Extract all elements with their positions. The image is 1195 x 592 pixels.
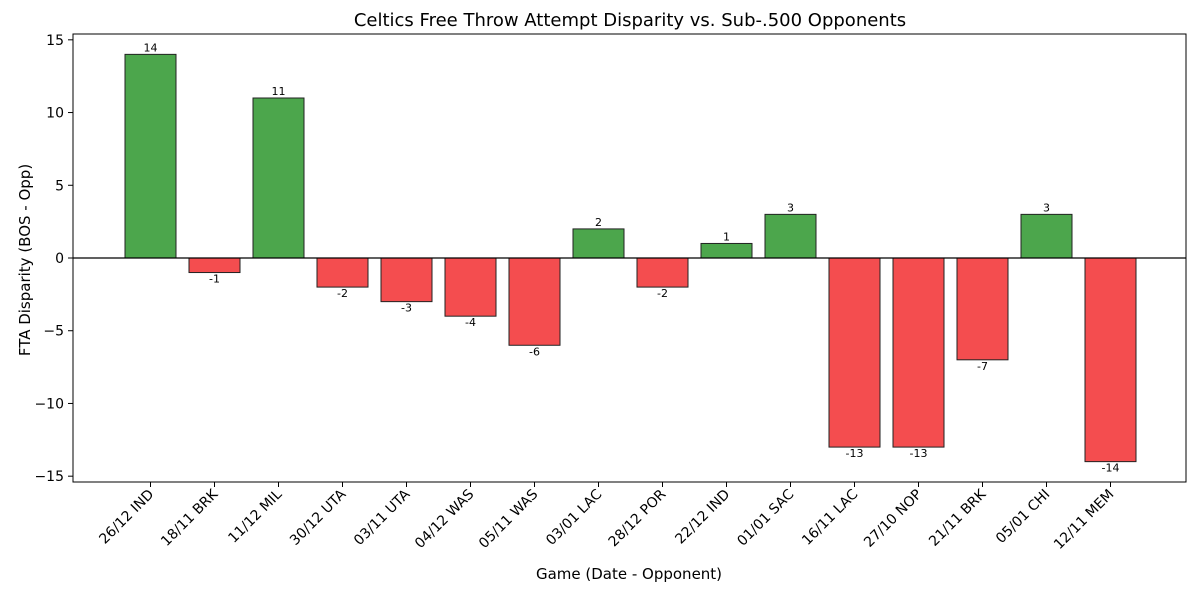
bar [892,257,945,448]
x-tick-label: 22/12 IND [672,487,733,548]
data-label: 14 [144,41,158,54]
y-tick-label: −5 [43,324,64,340]
bar [124,53,177,259]
data-label: -1 [209,273,220,286]
x-tick-label: 03/11 UTA [351,486,414,549]
x-tick-label: 26/12 IND [96,487,157,548]
data-label: -6 [529,345,540,358]
y-tick-label: 10 [46,106,64,122]
data-label: -2 [657,287,668,300]
data-label: 11 [272,85,286,98]
x-tick-label: 30/12 UTA [287,486,350,549]
bar [828,257,881,448]
data-label: -7 [977,360,988,373]
chart-title: Celtics Free Throw Attempt Disparity vs.… [354,10,906,31]
data-label: 1 [723,230,730,243]
bar [380,257,433,303]
bar [1020,213,1073,259]
x-axis-label: Game (Date - Opponent) [536,565,722,583]
bar [1084,257,1137,463]
data-label: -4 [465,316,476,329]
x-tick-label: 04/12 WAS [412,486,477,551]
data-label: -13 [846,447,864,460]
x-tick-label: 21/11 BRK [926,486,990,550]
y-axis-label: FTA Disparity (BOS - Opp) [16,164,34,356]
bar [700,242,753,259]
x-tick-label: 27/10 NOP [861,487,925,551]
y-tick-label: 15 [46,33,64,49]
y-tick-label: −15 [34,469,64,485]
bar [764,213,817,259]
x-tick-label: 03/01 LAC [543,486,605,548]
y-tick-label: −10 [34,396,64,412]
x-tick-label: 12/11 MEM [1051,487,1117,553]
bar [444,257,497,317]
bar [316,257,369,288]
bar [572,228,625,259]
data-label: 3 [787,201,794,214]
bar [188,257,241,274]
bar [252,97,305,259]
x-tick-label: 28/12 POR [606,486,670,550]
data-label: 3 [1043,201,1050,214]
y-tick-label: 5 [55,178,64,194]
y-tick-label: 0 [55,251,64,267]
x-tick-label: 01/01 SAC [734,486,797,549]
bar [956,257,1009,361]
data-label: -3 [401,302,412,315]
bar [636,257,689,288]
x-tick-label: 11/12 MIL [225,486,285,546]
x-tick-label: 05/01 CHI [993,487,1053,547]
data-label: -14 [1102,462,1120,475]
bar [508,257,561,346]
x-tick-label: 18/11 BRK [158,486,222,550]
data-label: 2 [595,216,602,229]
data-label: -13 [910,447,928,460]
x-tick-label: 05/11 WAS [476,486,541,551]
plot-area: 14 -1 11 -2 -3 -4 -6 2 -2 1 3 -13 -13 -7 3 -14 −15 −10 −5 0… [34,33,1187,553]
x-tick-label: 16/11 LAC [799,486,861,548]
data-label: -2 [337,287,348,300]
